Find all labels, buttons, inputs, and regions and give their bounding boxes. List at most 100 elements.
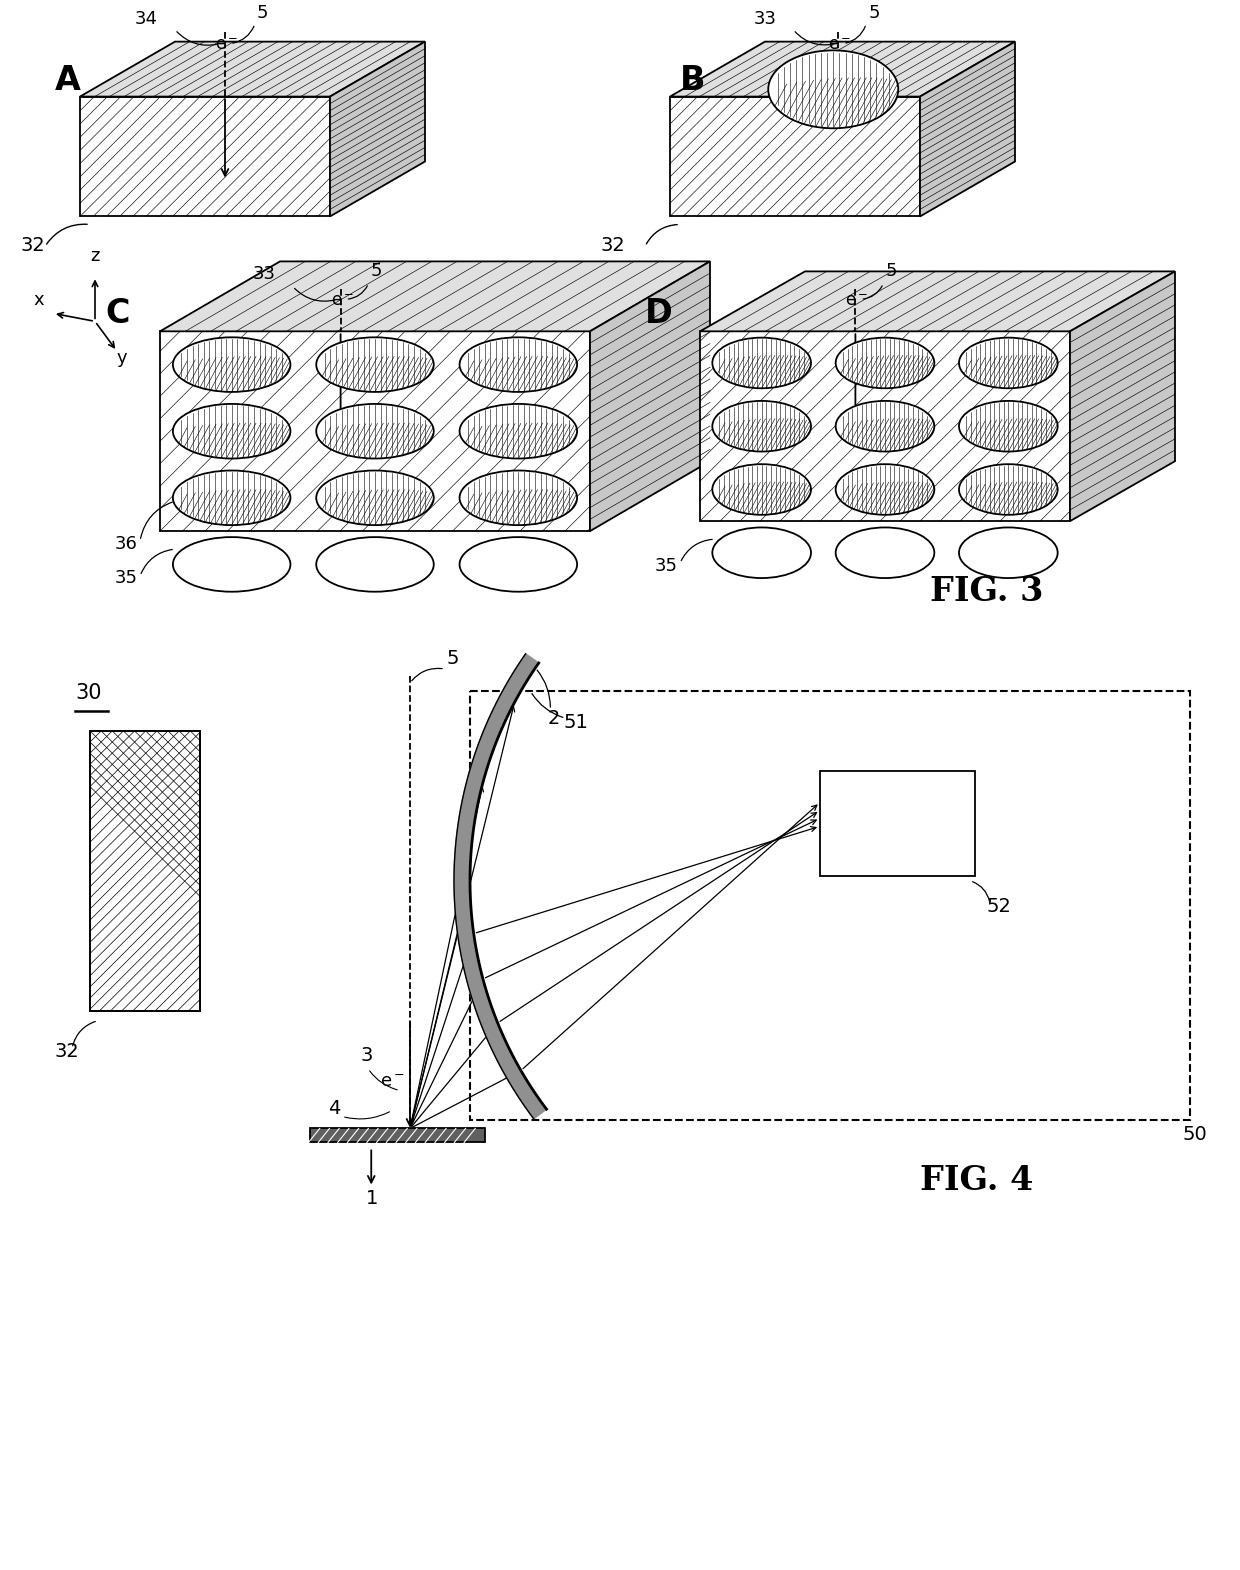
Text: 50: 50 [1182,1126,1207,1145]
Polygon shape [491,708,508,721]
Polygon shape [470,986,486,995]
Polygon shape [459,939,475,947]
Text: 33: 33 [753,9,776,28]
Polygon shape [460,804,477,812]
Polygon shape [1070,272,1176,521]
Polygon shape [464,785,481,794]
Polygon shape [454,884,470,890]
Polygon shape [160,261,711,331]
Text: e$^-$: e$^-$ [379,1072,405,1091]
Text: 36: 36 [115,535,138,553]
Ellipse shape [316,403,434,458]
Polygon shape [456,827,474,837]
Text: e$^-$: e$^-$ [828,36,852,53]
Polygon shape [496,697,513,710]
Bar [470,691,1190,1121]
Polygon shape [481,1020,498,1031]
Polygon shape [458,821,474,831]
Text: A: A [55,64,81,97]
Polygon shape [481,732,498,743]
Polygon shape [510,1074,526,1088]
Polygon shape [590,261,711,531]
Polygon shape [529,1104,547,1119]
Polygon shape [475,1003,492,1014]
Polygon shape [459,815,475,824]
Text: z: z [91,248,99,265]
Polygon shape [463,956,479,966]
Text: 34: 34 [135,9,157,28]
Ellipse shape [959,338,1058,388]
Polygon shape [701,272,1176,331]
Text: 3: 3 [360,1046,372,1064]
Text: FIG. 3: FIG. 3 [930,575,1043,608]
Ellipse shape [836,400,934,452]
Ellipse shape [172,338,290,392]
Text: 35: 35 [115,568,138,587]
Ellipse shape [836,338,934,388]
Polygon shape [489,1036,506,1049]
Ellipse shape [712,400,811,452]
Polygon shape [491,1042,508,1055]
Text: 4: 4 [329,1099,340,1118]
Text: y: y [117,349,128,367]
Ellipse shape [959,400,1058,452]
Ellipse shape [316,471,434,524]
Polygon shape [489,714,506,725]
Polygon shape [484,725,501,736]
Polygon shape [497,1053,515,1066]
Polygon shape [460,945,476,953]
Polygon shape [454,896,471,903]
Polygon shape [456,926,474,934]
Ellipse shape [712,528,811,578]
Polygon shape [512,1079,529,1093]
Polygon shape [466,973,484,984]
Polygon shape [502,686,520,699]
Text: x: x [33,292,43,309]
Polygon shape [474,997,490,1008]
Polygon shape [471,760,489,771]
Polygon shape [455,914,472,922]
Ellipse shape [712,338,811,388]
Polygon shape [520,1090,536,1104]
Ellipse shape [769,50,898,129]
Ellipse shape [316,537,434,592]
Polygon shape [467,772,485,783]
Polygon shape [461,950,477,959]
Ellipse shape [959,528,1058,578]
Polygon shape [495,1047,511,1060]
Polygon shape [456,834,472,842]
Polygon shape [330,42,425,217]
Polygon shape [480,1014,496,1025]
Polygon shape [81,42,425,97]
Ellipse shape [836,465,934,515]
Polygon shape [508,675,526,688]
Polygon shape [500,691,516,705]
Text: 32: 32 [20,237,45,256]
Polygon shape [484,1025,501,1038]
Polygon shape [670,42,1016,97]
Text: 51: 51 [563,713,588,732]
Polygon shape [455,909,471,915]
Text: B: B [680,64,706,97]
Polygon shape [465,969,481,978]
Text: e$^-$: e$^-$ [215,36,238,53]
Polygon shape [518,659,536,674]
Text: 32: 32 [55,1041,79,1061]
Polygon shape [454,878,470,884]
Bar [820,771,975,876]
Polygon shape [454,865,470,873]
Polygon shape [526,1099,543,1113]
Text: 1: 1 [366,1190,378,1209]
Text: 30: 30 [74,683,102,703]
Text: 33: 33 [253,265,275,283]
Polygon shape [500,1058,517,1071]
Ellipse shape [172,471,290,524]
Polygon shape [461,798,479,807]
Ellipse shape [172,403,290,458]
Text: 32: 32 [600,237,625,256]
Polygon shape [476,743,494,754]
Text: 5: 5 [257,3,269,22]
Text: e$^-$: e$^-$ [331,292,353,311]
Polygon shape [486,1031,503,1042]
Ellipse shape [460,403,577,458]
